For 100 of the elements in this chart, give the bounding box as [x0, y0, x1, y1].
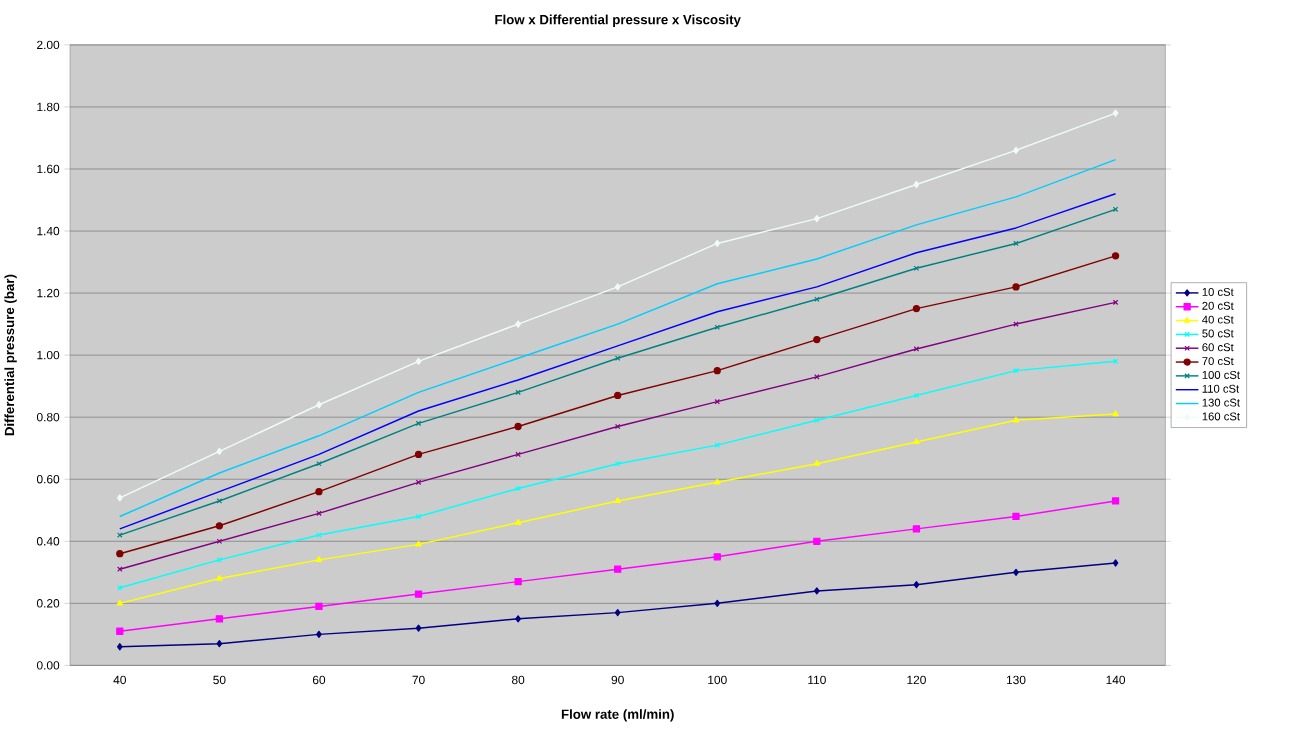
chart-title: Flow x Differential pressure x Viscosity	[495, 14, 741, 27]
point	[912, 525, 921, 533]
point	[116, 549, 124, 558]
legend-label: 70 cSt	[1202, 357, 1234, 365]
point	[1111, 497, 1120, 505]
point	[614, 355, 621, 361]
point	[614, 608, 621, 617]
point	[714, 599, 721, 607]
legend-label: 130 cSt	[1202, 398, 1240, 407]
legend-label: 10 cSt	[1202, 287, 1234, 296]
y-tick-label: 2.00	[37, 40, 60, 50]
point	[116, 643, 123, 651]
point	[316, 510, 322, 517]
point	[713, 553, 721, 561]
point	[414, 450, 423, 458]
y-tick-label: 0.20	[36, 599, 60, 608]
x-tick-label: 110	[808, 675, 826, 685]
point	[714, 478, 721, 485]
point	[415, 479, 422, 485]
point	[216, 574, 223, 581]
point	[813, 537, 821, 545]
y-tick-label: 0.00	[36, 661, 60, 670]
legend-label: 20 cSt	[1202, 301, 1234, 310]
x-tick-label: 80	[512, 675, 525, 685]
point	[315, 487, 323, 496]
point	[1013, 568, 1019, 576]
point	[1112, 410, 1119, 417]
point	[514, 422, 522, 431]
y-tick-label: 1.40	[37, 226, 60, 236]
point	[415, 357, 422, 365]
y-tick-label: 0.80	[36, 412, 60, 422]
point	[515, 485, 521, 492]
point	[116, 599, 124, 606]
point	[514, 577, 522, 586]
y-tick-label: 1.00	[37, 350, 60, 360]
x-tick-label: 130	[1006, 675, 1026, 685]
point	[1013, 240, 1019, 247]
x-tick-label: 40	[113, 675, 126, 685]
point	[514, 518, 522, 525]
point	[216, 447, 223, 455]
y-tick-label: 1.80	[37, 102, 60, 112]
point	[814, 417, 820, 423]
legend-label: 50 cSt	[1202, 329, 1234, 338]
point	[813, 459, 821, 466]
legend-label: 60 cSt	[1202, 343, 1234, 352]
point	[415, 624, 422, 632]
point	[515, 451, 521, 458]
x-tick-label: 90	[611, 675, 624, 685]
point	[1112, 559, 1119, 567]
point	[614, 423, 621, 430]
point	[1112, 109, 1119, 117]
legend-label: 40 cSt	[1202, 315, 1234, 324]
point	[912, 304, 921, 313]
point	[216, 538, 223, 544]
point	[1111, 252, 1120, 260]
point	[614, 391, 622, 400]
legend-label: 110 cSt	[1202, 384, 1240, 393]
point	[913, 438, 920, 445]
point	[913, 180, 920, 189]
legend-label: 100 cSt	[1202, 370, 1240, 379]
point	[315, 556, 323, 562]
y-tick-label: 0.60	[36, 474, 60, 484]
point	[913, 346, 920, 352]
point	[1013, 321, 1019, 327]
point	[215, 615, 224, 623]
point	[813, 335, 821, 344]
point	[1013, 367, 1019, 374]
point	[713, 366, 721, 375]
point	[1013, 146, 1019, 154]
x-axis-title: Flow rate (ml/min)	[561, 709, 674, 722]
x-tick-label: 50	[213, 675, 226, 685]
y-tick-label: 0.40	[36, 536, 60, 546]
point	[714, 239, 721, 247]
point	[116, 627, 124, 635]
legend-label: 160 cSt	[1202, 412, 1240, 421]
x-tick-label: 70	[412, 675, 425, 685]
y-tick-label: 1.20	[37, 288, 60, 298]
point	[215, 522, 224, 530]
point	[913, 265, 920, 271]
point	[415, 540, 422, 547]
point	[614, 283, 621, 291]
point	[1012, 512, 1020, 521]
x-tick-label: 120	[907, 675, 926, 685]
point	[515, 320, 521, 328]
point	[216, 498, 223, 504]
x-tick-label: 100	[708, 675, 727, 685]
x-tick-label: 140	[1106, 675, 1126, 685]
point	[316, 401, 322, 409]
point	[316, 630, 322, 638]
point	[614, 497, 621, 503]
point	[216, 639, 223, 648]
point	[414, 590, 423, 598]
point	[515, 615, 521, 623]
point	[315, 602, 323, 610]
point	[714, 442, 721, 448]
point	[116, 494, 123, 502]
point	[216, 557, 223, 563]
point	[614, 565, 622, 573]
point	[913, 580, 920, 589]
point	[415, 420, 422, 427]
